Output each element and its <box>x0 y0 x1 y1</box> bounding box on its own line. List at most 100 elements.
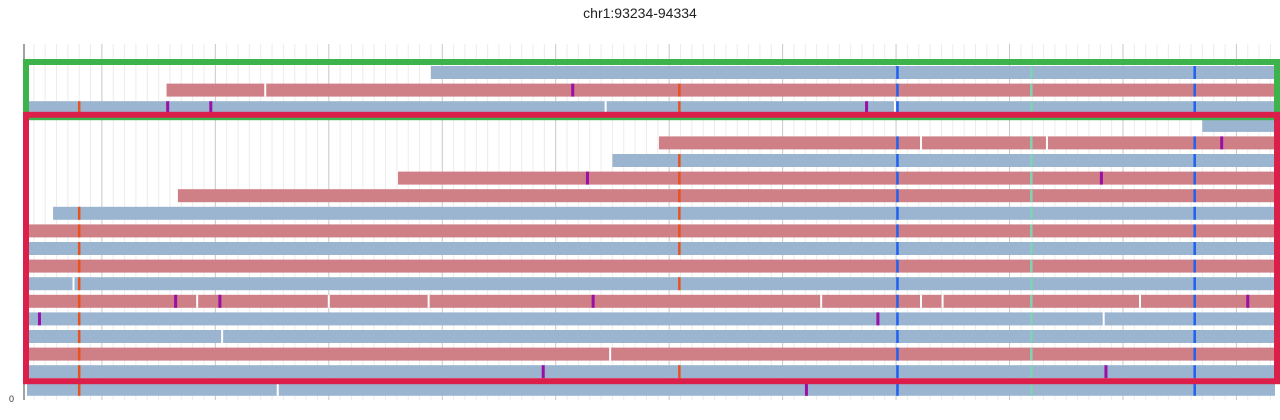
variant-mark <box>896 347 899 361</box>
mismatch-mark <box>678 83 681 97</box>
deletion-mark <box>820 294 823 308</box>
variant-mark <box>896 242 899 255</box>
deletion-mark <box>327 294 330 308</box>
read-forward <box>177 189 1276 203</box>
variant-mark <box>1030 382 1033 396</box>
variant-mark <box>896 136 899 150</box>
variant-mark <box>1030 83 1033 97</box>
insertion-mark <box>174 294 178 308</box>
mismatch-mark <box>678 365 681 379</box>
read-reverse <box>27 312 1275 326</box>
variant-mark <box>1030 347 1033 361</box>
insertion-mark <box>1104 365 1108 379</box>
variant-mark <box>1193 242 1196 255</box>
read-forward <box>27 259 1275 273</box>
deletion-mark <box>1045 136 1048 150</box>
insertion-mark <box>1246 294 1250 308</box>
variant-mark <box>1193 347 1196 361</box>
mismatch-mark <box>678 189 681 203</box>
insertion-mark <box>218 294 222 308</box>
read-reverse <box>53 206 1275 220</box>
variant-mark <box>1030 242 1033 255</box>
variant-mark <box>1193 277 1196 291</box>
read-reverse <box>27 277 1275 291</box>
variant-mark <box>896 312 899 326</box>
deletion-mark <box>72 277 75 291</box>
deletion-mark <box>893 101 896 115</box>
variant-mark <box>896 154 899 167</box>
deletion-mark <box>196 294 199 308</box>
read-reverse <box>1202 118 1275 132</box>
red-group <box>23 111 1280 385</box>
deletion-mark <box>264 83 267 97</box>
read-reverse <box>27 330 1275 343</box>
mismatch-mark <box>77 101 81 115</box>
variant-mark <box>896 83 899 97</box>
variant-mark <box>1030 101 1033 115</box>
read-forward <box>27 294 1275 308</box>
read-forward <box>27 224 1275 238</box>
variant-mark <box>1193 101 1196 115</box>
variant-mark <box>1193 189 1196 203</box>
insertion-mark <box>585 171 589 185</box>
deletion-mark <box>276 382 279 396</box>
variant-mark <box>1193 365 1196 379</box>
variant-mark <box>1193 224 1196 238</box>
insertion-mark <box>1220 136 1224 150</box>
mismatch-mark <box>678 101 681 115</box>
mismatch-mark <box>77 294 81 308</box>
mismatch-mark <box>678 154 681 167</box>
insertion-mark <box>876 312 880 326</box>
read-reverse <box>612 154 1275 167</box>
mismatch-mark <box>77 242 81 255</box>
variant-mark <box>896 365 899 379</box>
variant-mark <box>896 66 899 79</box>
variant-mark <box>1193 66 1196 79</box>
variant-mark <box>1193 206 1196 220</box>
variant-mark <box>1193 294 1196 308</box>
mismatch-mark <box>77 312 81 326</box>
insertion-mark <box>1099 171 1103 185</box>
deletion-mark <box>427 294 430 308</box>
mismatch-mark <box>77 347 81 361</box>
variant-mark <box>1030 206 1033 220</box>
variant-mark <box>1030 171 1033 185</box>
deletion-mark <box>604 101 607 115</box>
variant-mark <box>1030 365 1033 379</box>
variant-mark <box>1030 66 1033 79</box>
mismatch-mark <box>678 277 681 291</box>
variant-mark <box>896 101 899 115</box>
variant-mark <box>1193 154 1196 167</box>
mismatch-mark <box>678 224 681 238</box>
variant-mark <box>1030 136 1033 150</box>
read-forward <box>658 136 1275 150</box>
variant-mark <box>1030 259 1033 273</box>
variant-mark <box>1030 277 1033 291</box>
variant-mark <box>896 206 899 220</box>
mismatch-mark <box>77 382 81 396</box>
variant-mark <box>1030 330 1033 343</box>
variant-mark <box>1193 83 1196 97</box>
mismatch-mark <box>678 242 681 255</box>
variant-mark <box>1193 171 1196 185</box>
variant-mark <box>1193 136 1196 150</box>
variant-mark <box>896 171 899 185</box>
mismatch-mark <box>678 206 681 220</box>
mismatch-mark <box>77 224 81 238</box>
deletion-mark <box>920 136 923 150</box>
mismatch-mark <box>77 206 81 220</box>
deletion-mark <box>1102 312 1105 326</box>
mismatch-mark <box>77 330 81 343</box>
read-forward <box>27 347 1275 361</box>
variant-mark <box>1030 294 1033 308</box>
read-forward <box>166 83 1276 97</box>
deletion-mark <box>1138 294 1141 308</box>
variant-mark <box>1030 312 1033 326</box>
deletion-mark <box>920 294 923 308</box>
insertion-mark <box>37 312 41 326</box>
variant-mark <box>1193 312 1196 326</box>
read-forward <box>397 171 1276 185</box>
mismatch-mark <box>678 171 681 185</box>
variant-mark <box>1193 330 1196 343</box>
